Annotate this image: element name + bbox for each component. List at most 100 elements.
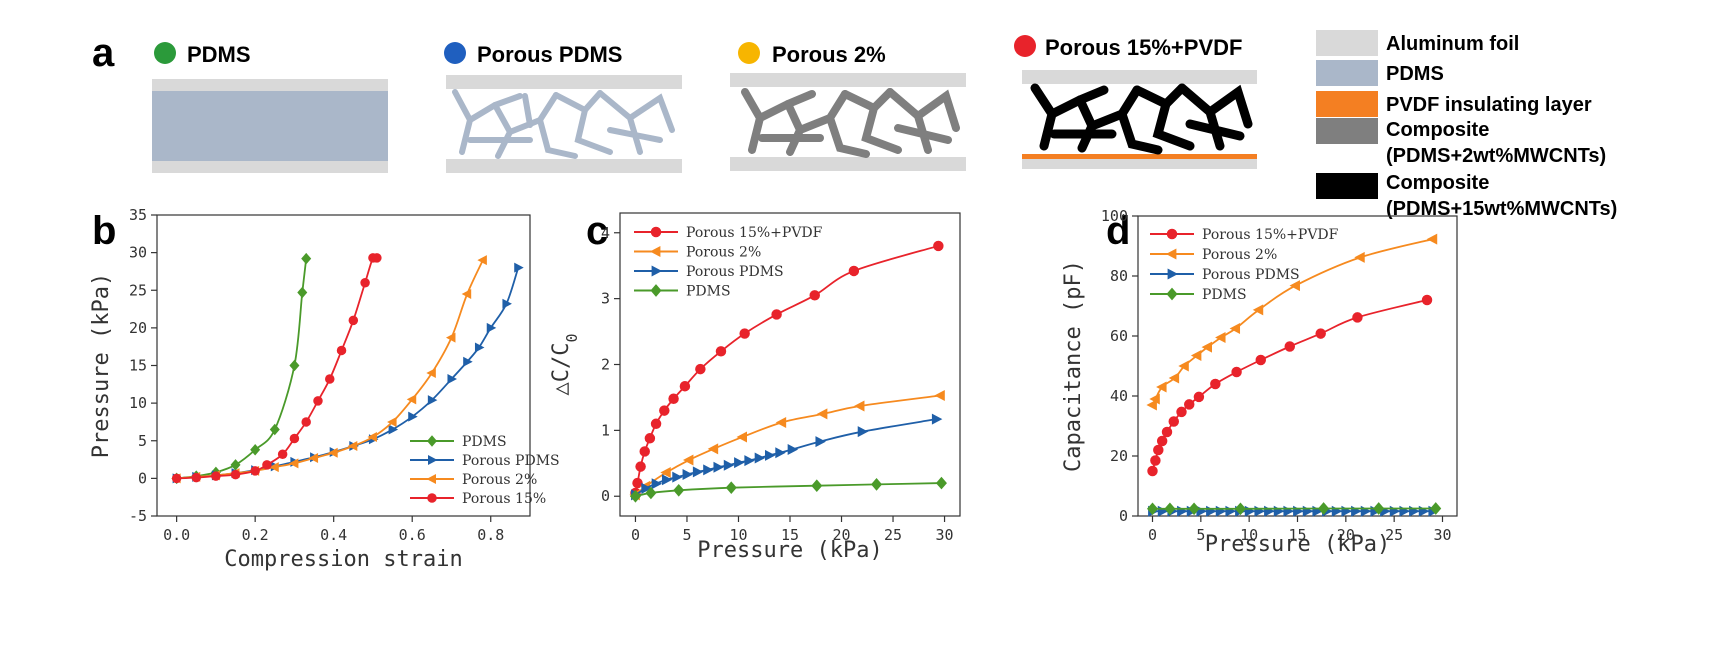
data-point: [1177, 505, 1188, 517]
top-foil: [152, 79, 388, 91]
data-point: [250, 444, 261, 456]
legend-label: Porous 2%: [1202, 247, 1277, 263]
legend-label: Porous PDMS: [1202, 267, 1300, 283]
x-tick-label: 5: [1196, 526, 1205, 544]
data-point: [289, 359, 300, 372]
legend-marker: [650, 284, 662, 297]
data-point: [367, 431, 377, 442]
legend: Porous 15%+PVDF Porous 2% Porous PDMS PDMS: [634, 225, 823, 300]
data-point: [461, 289, 472, 300]
x-tick-label: 0.2: [242, 526, 269, 544]
x-axis-label: Pressure (kPa): [697, 538, 882, 563]
series-porous-pdms: [631, 413, 943, 501]
data-point: [764, 449, 776, 461]
legend: Porous 15%+PVDF Porous 2% Porous PDMS PDMS: [1150, 227, 1339, 303]
y-tick-label: 10: [129, 394, 147, 412]
x-tick-label: 30: [936, 526, 954, 544]
data-point: [661, 474, 673, 486]
x-tick-label: 5: [682, 526, 691, 544]
data-point: [1161, 426, 1173, 438]
data-point: [1252, 304, 1264, 316]
data-point: [1231, 366, 1242, 378]
sample-title-pdms: PDMS: [187, 42, 251, 67]
legend: PDMS Porous PDMS Porous 2% Porous 15%: [410, 434, 560, 507]
x-tick-label: 20: [832, 526, 850, 544]
y-tick-label: 4: [601, 224, 610, 242]
data-point: [1193, 391, 1205, 403]
data-point: [360, 277, 370, 288]
data-point: [1399, 505, 1410, 517]
schematic-legend: Aluminum foil PDMS PVDF insulating layer…: [1316, 30, 1617, 220]
data-point: [1283, 505, 1294, 517]
legend-marker: [650, 226, 662, 238]
data-point: [297, 286, 308, 299]
data-point: [775, 447, 786, 459]
legend-marker: [1165, 248, 1177, 260]
data-point: [347, 441, 358, 452]
data-point: [639, 446, 650, 457]
data-point: [1360, 505, 1372, 517]
data-point: [659, 405, 670, 416]
y-tick-label: 3: [601, 290, 610, 308]
data-point: [1168, 372, 1180, 384]
series-line: [176, 259, 484, 480]
data-point: [1149, 393, 1160, 405]
x-tick-label: 15: [781, 526, 799, 544]
data-point: [775, 416, 787, 428]
data-point: [408, 411, 418, 422]
top-foil: [446, 75, 682, 89]
y-tick-label: 0: [601, 487, 610, 505]
data-point: [632, 477, 643, 489]
data-point: [1289, 280, 1300, 292]
data-point: [754, 452, 766, 464]
data-point: [474, 342, 485, 353]
data-point: [191, 472, 202, 483]
data-point: [313, 396, 323, 406]
porous-network-15: [1030, 83, 1253, 155]
data-point: [703, 464, 714, 476]
legend-text-composite-15: Composite: [1386, 172, 1489, 194]
panel-a-label: a: [92, 31, 115, 75]
data-point: [668, 393, 679, 404]
pdms-layer: [152, 91, 388, 161]
data-point: [1409, 505, 1420, 517]
data-point: [1315, 328, 1326, 339]
data-point: [427, 395, 438, 406]
data-point: [848, 265, 860, 277]
x-tick-label: 30: [1433, 526, 1451, 544]
y-tick-label: 25: [129, 281, 147, 299]
data-point: [734, 457, 745, 469]
legend-label: Porous 15%+PVDF: [1202, 227, 1339, 243]
data-point: [1164, 502, 1176, 516]
legend-marker: [1166, 228, 1178, 240]
pdms-sandwich: [152, 79, 388, 173]
data-point: [811, 479, 823, 493]
series-porous-2-: [171, 255, 487, 484]
data-point: [289, 433, 300, 444]
data-point: [1153, 444, 1164, 456]
data-point: [1201, 341, 1212, 353]
data-point: [1352, 312, 1363, 323]
y-tick-label: 30: [129, 244, 147, 262]
legend-text-composite-2: Composite: [1386, 119, 1489, 141]
x-tick-label: 0.4: [320, 526, 347, 544]
x-tick-label: 0.0: [163, 526, 190, 544]
x-axis-label: Compression strain: [224, 547, 462, 572]
data-point: [1168, 416, 1179, 427]
legend-swatch-composite-15: [1316, 173, 1378, 199]
bottom-foil: [152, 161, 388, 173]
data-point: [1225, 505, 1236, 517]
data-point: [1184, 399, 1195, 410]
y-tick-label: 20: [129, 319, 147, 337]
data-point: [771, 309, 782, 320]
panel-b-label: b: [92, 209, 116, 253]
legend-label: Porous 15%: [462, 491, 546, 507]
data-point: [262, 460, 272, 470]
data-point: [715, 346, 727, 357]
data-point: [328, 447, 338, 458]
x-tick-label: 20: [1337, 526, 1355, 544]
legend-label: Porous 15%+PVDF: [686, 225, 823, 241]
legend-label: PDMS: [686, 284, 731, 300]
data-point: [935, 476, 947, 490]
data-point: [1176, 406, 1187, 418]
